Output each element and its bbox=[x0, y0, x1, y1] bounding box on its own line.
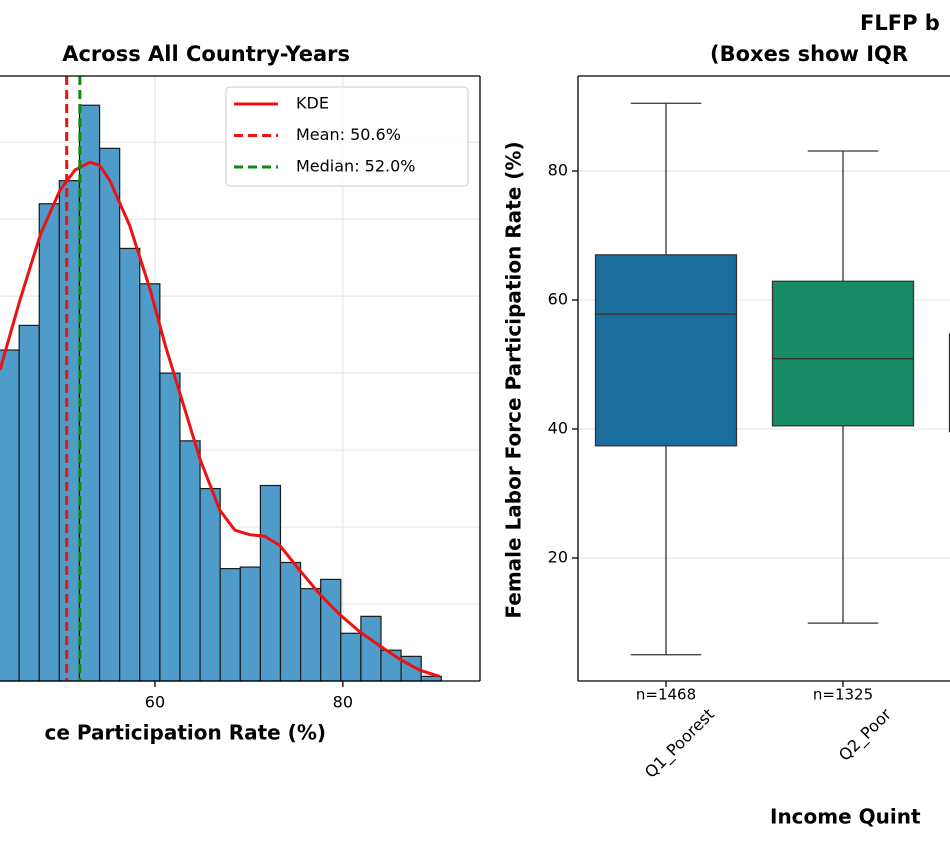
bar bbox=[279, 561, 302, 682]
bar bbox=[299, 588, 322, 682]
bar bbox=[179, 440, 201, 682]
kde-line bbox=[0, 160, 441, 678]
legend-frame bbox=[225, 86, 469, 187]
y-tick-label: 60 bbox=[548, 290, 568, 309]
bar bbox=[320, 578, 342, 682]
x-tick-label: Q1_Poorest bbox=[641, 705, 719, 783]
x-axis-label: ce Participation Rate (%) bbox=[45, 721, 326, 745]
bar bbox=[340, 632, 362, 682]
bar bbox=[0, 349, 20, 682]
bar bbox=[119, 247, 141, 682]
bar bbox=[18, 324, 40, 682]
box bbox=[771, 280, 915, 427]
bar bbox=[219, 568, 241, 682]
bar bbox=[38, 203, 60, 682]
box-group bbox=[771, 150, 915, 624]
x-axis-label: Income Quint bbox=[770, 805, 921, 829]
legend-label: Mean: 50.6% bbox=[296, 125, 401, 144]
bar bbox=[159, 372, 181, 682]
annotation: n=1468 bbox=[636, 686, 696, 704]
bar bbox=[239, 566, 261, 682]
y-axis-label: Female Labor Force Participation Rate (%… bbox=[502, 141, 526, 618]
legend: KDE Mean: 50.6% Median: 52.0% bbox=[225, 86, 469, 187]
y-tick-label: 80 bbox=[548, 161, 568, 180]
bar bbox=[259, 484, 282, 682]
x-tick-label: 60 bbox=[145, 693, 165, 712]
chart-title: FLFP b bbox=[860, 11, 940, 35]
chart-title: Across All Country-Years bbox=[62, 42, 350, 66]
x-tick-label: 80 bbox=[333, 693, 353, 712]
x-tick-label: Q2_Poor bbox=[835, 704, 896, 765]
annotation: n=1325 bbox=[813, 686, 873, 704]
box bbox=[594, 254, 738, 447]
legend-label: Median: 52.0% bbox=[296, 157, 416, 176]
bar bbox=[78, 104, 101, 682]
box-group bbox=[594, 102, 738, 656]
bar bbox=[58, 180, 81, 682]
bar bbox=[139, 283, 161, 682]
bar bbox=[360, 615, 382, 682]
bar bbox=[199, 487, 221, 682]
bar bbox=[98, 147, 121, 682]
y-tick-label: 20 bbox=[548, 548, 568, 567]
legend-label: KDE bbox=[296, 94, 329, 113]
chart-title: (Boxes show IQR bbox=[710, 42, 908, 66]
y-tick-label: 40 bbox=[548, 419, 568, 438]
